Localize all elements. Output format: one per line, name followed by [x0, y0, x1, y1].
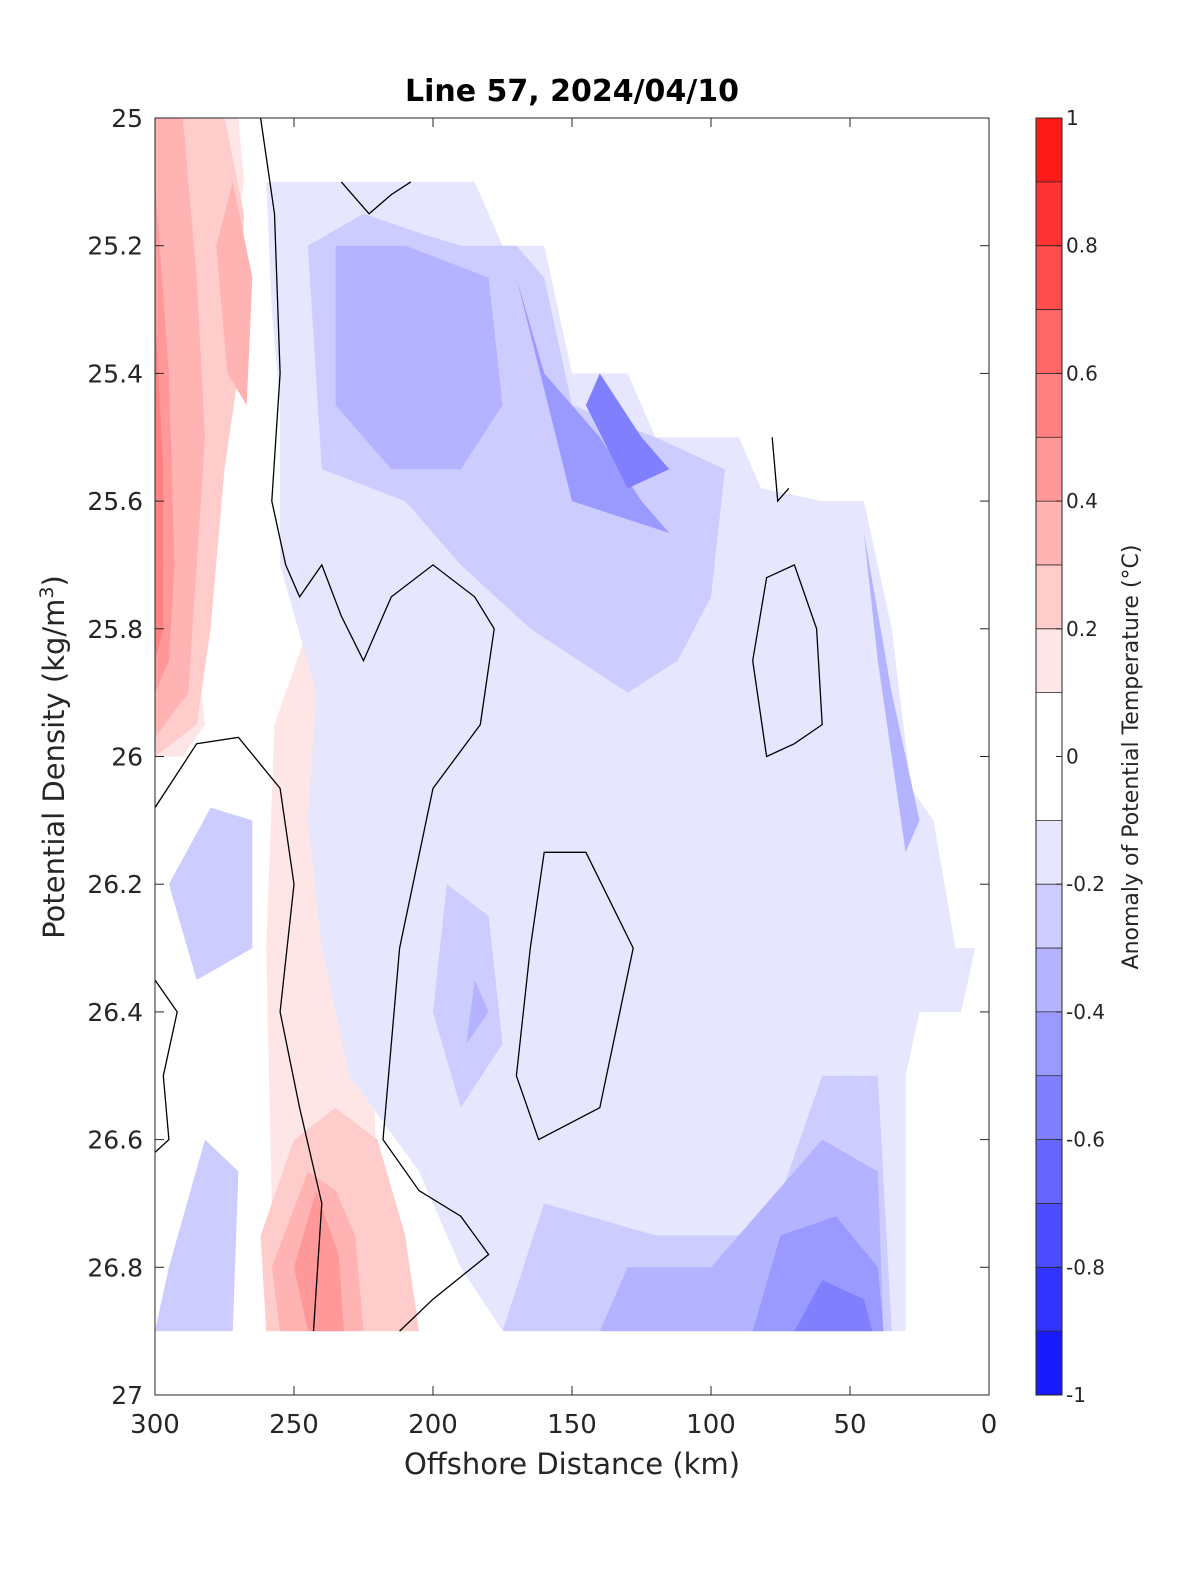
colorbar-band-4	[1036, 1075, 1062, 1141]
colorbar-band-14	[1036, 373, 1062, 438]
colorbar-band-13	[1036, 437, 1062, 502]
colorbar-band-2	[1036, 1203, 1062, 1268]
x-tick-label-3: 150	[547, 1410, 597, 1440]
y-tick-label-1: 25.2	[87, 232, 143, 261]
colorbar-tick-label-7: -0.4	[1066, 1000, 1105, 1024]
zero-contour-0	[259, 118, 495, 1332]
y-tick-label-2: 25.4	[87, 359, 143, 388]
colorbar-tick-label-9: -0.8	[1066, 1255, 1105, 1279]
colorbar-band-7	[1036, 884, 1062, 949]
x-tick-label-4: 100	[686, 1410, 736, 1440]
contour-region-18	[466, 980, 489, 1044]
colorbar-band-16	[1036, 245, 1062, 311]
colorbar-band-0	[1036, 1331, 1062, 1396]
zero-contour-6	[771, 437, 790, 503]
colorbar-tick-label-5: 0	[1066, 745, 1079, 769]
x-axis-label: Offshore Distance (km)	[404, 1447, 740, 1481]
x-tick-label-5: 50	[833, 1410, 866, 1440]
colorbar-tick-label-0: 1	[1066, 106, 1079, 130]
zero-contour-lines	[155, 118, 823, 1332]
colorbar-band-15	[1036, 309, 1062, 374]
colorbar-tick-label-4: 0.2	[1066, 617, 1098, 641]
colorbar-label: Anomaly of Potential Temperature (°C)	[1119, 545, 1144, 970]
colorbar-band-6	[1036, 948, 1062, 1013]
zero-contour-2	[752, 564, 823, 758]
y-tick-label-8: 26.6	[87, 1126, 143, 1155]
x-tick-label-6: 0	[981, 1410, 998, 1440]
colorbar-tick-label-8: -0.6	[1066, 1128, 1105, 1152]
colorbar-tick-label-3: 0.4	[1066, 489, 1098, 513]
colorbar: 1 0.8 0.6 0.4 0.2 0 -0.2 -0.4 -0.6 -0.8 -1	[1035, 106, 1105, 1407]
contour-region-10	[294, 1190, 344, 1332]
chart-title: Line 57, 2024/04/10	[405, 74, 739, 109]
colorbar-tick-label-2: 0.6	[1066, 361, 1098, 385]
colorbar-band-18	[1036, 118, 1062, 183]
colorbar-tick-label-1: 0.8	[1066, 234, 1098, 258]
x-tick-label-2: 200	[408, 1410, 458, 1440]
colorbar-band-10	[1036, 628, 1062, 694]
y-tick-label-6: 26.2	[87, 870, 143, 899]
y-tick-label-4: 25.8	[87, 615, 143, 644]
contour-region-24	[863, 533, 920, 853]
colorbar-band-5	[1036, 1011, 1062, 1077]
colorbar-band-11	[1036, 564, 1062, 630]
colorbar-tick-label-10: -1	[1066, 1383, 1086, 1407]
zero-contour-4	[155, 979, 178, 1153]
contour-region-15	[585, 373, 670, 489]
x-tick-label-1: 250	[269, 1410, 319, 1440]
y-axis-label: Potential Density (kg/m3)	[36, 575, 71, 939]
contour-region-5	[216, 181, 253, 406]
zero-contour-3	[155, 736, 323, 1332]
colorbar-band-17	[1036, 181, 1062, 247]
colorbar-band-3	[1036, 1139, 1062, 1204]
y-tick-label-5: 26	[111, 743, 143, 772]
colorbar-band-1	[1036, 1267, 1062, 1332]
y-tick-label-0: 25	[111, 104, 143, 133]
contour-region-19	[155, 1139, 239, 1332]
filled-contour-regions	[155, 118, 976, 1332]
contour-region-16	[168, 807, 253, 980]
x-tick-label-0: 300	[130, 1410, 180, 1440]
zero-contour-1	[515, 851, 634, 1141]
contour-region-14	[516, 277, 670, 533]
contour-region-23	[794, 1280, 873, 1332]
y-tick-label-7: 26.4	[87, 998, 143, 1027]
colorbar-band-12	[1036, 501, 1062, 566]
colorbar-band-8	[1036, 820, 1062, 885]
colorbar-tick-label-6: -0.2	[1066, 872, 1105, 896]
x-axis: 300 250 200 150 100 50 0	[130, 118, 997, 1440]
y-axis-label-superscript: 3	[36, 586, 58, 598]
y-tick-label-10: 27	[111, 1381, 143, 1410]
y-axis: 25 25.2 25.4 25.6 25.8 26 26.2 26.4 26.6 26.8 27	[87, 104, 989, 1410]
y-axis-label-close: )	[37, 575, 71, 586]
y-axis-label-main: Potential Density (kg/m	[37, 599, 71, 939]
y-tick-label-3: 25.6	[87, 487, 143, 516]
contour-region-13	[335, 245, 503, 470]
contour-region-17	[433, 884, 503, 1108]
contour-region-4	[155, 309, 164, 661]
zero-contour-5	[340, 181, 412, 215]
y-tick-label-9: 26.8	[87, 1253, 143, 1282]
